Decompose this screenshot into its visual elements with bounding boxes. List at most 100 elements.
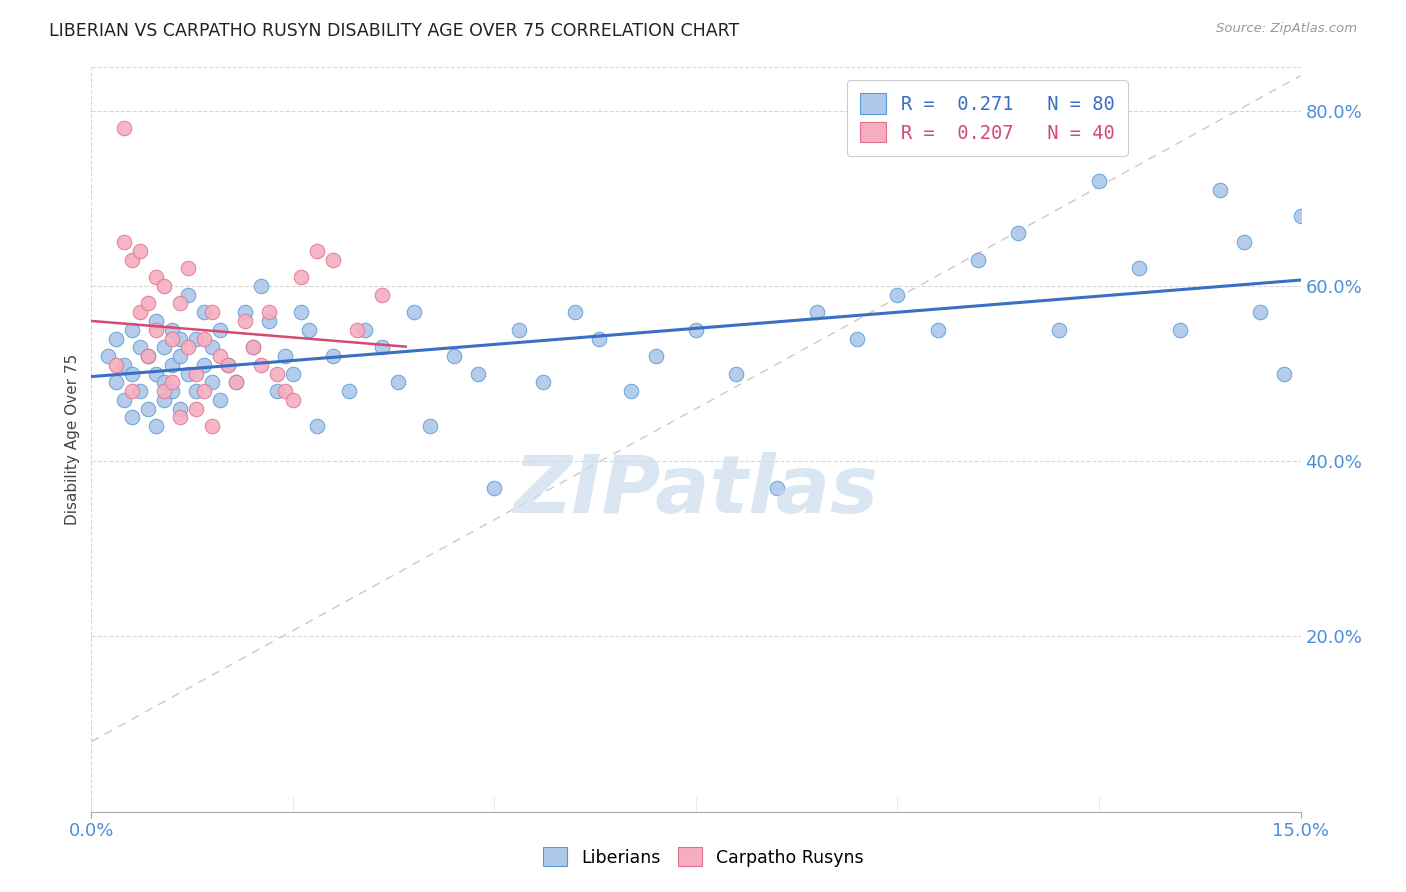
Point	[620, 384, 643, 398]
Point	[136, 401, 159, 416]
Point	[233, 314, 256, 328]
Point	[725, 367, 748, 381]
Point	[290, 270, 312, 285]
Point	[112, 392, 135, 407]
Point	[186, 367, 208, 381]
Point	[160, 384, 183, 398]
Point	[121, 323, 143, 337]
Point	[177, 340, 200, 354]
Point	[307, 244, 329, 258]
Point	[153, 392, 176, 407]
Point	[177, 287, 200, 301]
Point	[1209, 183, 1232, 197]
Point	[193, 358, 215, 372]
Point	[128, 305, 150, 319]
Point	[136, 296, 159, 310]
Point	[1289, 209, 1312, 223]
Point	[274, 349, 297, 363]
Point	[145, 367, 167, 381]
Point	[354, 323, 377, 337]
Point	[193, 332, 215, 346]
Point	[1274, 367, 1296, 381]
Point	[145, 270, 167, 285]
Point	[307, 419, 329, 434]
Point	[886, 287, 908, 301]
Point	[121, 384, 143, 398]
Point	[257, 314, 280, 328]
Point	[266, 367, 288, 381]
Point	[531, 376, 554, 390]
Point	[104, 358, 127, 372]
Point	[387, 376, 409, 390]
Point	[217, 358, 239, 372]
Point	[1007, 227, 1029, 241]
Point	[153, 384, 176, 398]
Point	[1047, 323, 1070, 337]
Text: LIBERIAN VS CARPATHO RUSYN DISABILITY AGE OVER 75 CORRELATION CHART: LIBERIAN VS CARPATHO RUSYN DISABILITY AG…	[49, 22, 740, 40]
Point	[217, 358, 239, 372]
Point	[322, 349, 344, 363]
Point	[136, 349, 159, 363]
Point	[112, 121, 135, 136]
Point	[145, 323, 167, 337]
Point	[419, 419, 441, 434]
Point	[201, 419, 224, 434]
Point	[225, 376, 247, 390]
Point	[136, 349, 159, 363]
Legend: Liberians, Carpatho Rusyns: Liberians, Carpatho Rusyns	[530, 835, 876, 879]
Point	[209, 349, 232, 363]
Point	[201, 305, 224, 319]
Point	[145, 419, 167, 434]
Point	[209, 392, 232, 407]
Point	[201, 340, 224, 354]
Point	[846, 332, 869, 346]
Point	[128, 244, 150, 258]
Point	[193, 384, 215, 398]
Point	[281, 392, 304, 407]
Point	[186, 332, 208, 346]
Point	[967, 252, 990, 267]
Point	[169, 410, 191, 425]
Text: ZIPatlas: ZIPatlas	[513, 452, 879, 531]
Point	[153, 279, 176, 293]
Point	[169, 296, 191, 310]
Point	[806, 305, 828, 319]
Point	[242, 340, 264, 354]
Point	[242, 340, 264, 354]
Point	[96, 349, 118, 363]
Point	[128, 340, 150, 354]
Point	[104, 332, 127, 346]
Point	[370, 340, 392, 354]
Point	[1088, 174, 1111, 188]
Point	[274, 384, 297, 398]
Point	[186, 384, 208, 398]
Point	[927, 323, 949, 337]
Point	[298, 323, 321, 337]
Point	[337, 384, 360, 398]
Point	[1168, 323, 1191, 337]
Point	[177, 261, 200, 276]
Point	[209, 323, 232, 337]
Point	[145, 314, 167, 328]
Point	[112, 358, 135, 372]
Point	[169, 349, 191, 363]
Y-axis label: Disability Age Over 75: Disability Age Over 75	[65, 354, 80, 524]
Point	[121, 410, 143, 425]
Point	[443, 349, 465, 363]
Point	[233, 305, 256, 319]
Point	[186, 401, 208, 416]
Point	[765, 481, 787, 495]
Point	[402, 305, 425, 319]
Point	[177, 367, 200, 381]
Point	[290, 305, 312, 319]
Point	[121, 367, 143, 381]
Point	[112, 235, 135, 249]
Point	[160, 332, 183, 346]
Point	[225, 376, 247, 390]
Point	[104, 376, 127, 390]
Point	[1233, 235, 1256, 249]
Point	[257, 305, 280, 319]
Point	[346, 323, 368, 337]
Point	[153, 376, 176, 390]
Text: Source: ZipAtlas.com: Source: ZipAtlas.com	[1216, 22, 1357, 36]
